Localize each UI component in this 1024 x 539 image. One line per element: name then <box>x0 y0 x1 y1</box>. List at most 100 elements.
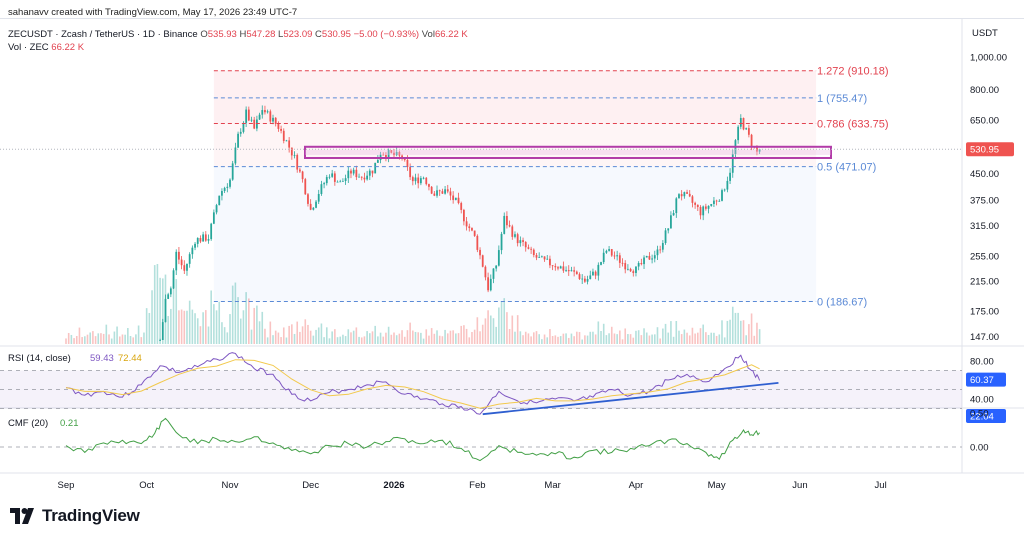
volume-bar <box>191 309 194 344</box>
candle-body <box>629 268 632 272</box>
volume-bar <box>213 304 215 344</box>
volume-bar <box>291 324 293 344</box>
volume-bar <box>508 328 511 344</box>
fib-label: 0.5 (471.07) <box>817 162 876 174</box>
chart-canvas[interactable]: 1.272 (910.18) 1 (755.47) 0.786 (633.75) 0.… <box>0 0 1024 500</box>
volume-bar <box>436 330 438 344</box>
candle-body <box>618 255 621 263</box>
volume-bar <box>737 312 739 344</box>
volume-bar <box>304 319 307 344</box>
volume-bar <box>70 334 73 344</box>
volume-bar <box>92 331 94 344</box>
volume-bar <box>473 329 476 344</box>
candle-body <box>245 109 248 123</box>
volume-bar <box>546 337 549 344</box>
candle-body <box>422 177 425 179</box>
candle-body <box>438 190 441 192</box>
candle-body <box>605 250 608 253</box>
volume-bar <box>721 320 723 344</box>
volume-bar <box>280 337 282 344</box>
volume-bar <box>428 335 430 344</box>
volume-bar <box>584 335 586 344</box>
cmf-tick: 0.50 <box>970 409 989 420</box>
volume-bar <box>645 332 648 344</box>
volume-bar <box>619 330 621 344</box>
volume-bar <box>750 313 753 344</box>
candle-body <box>355 169 358 178</box>
volume-bar <box>285 337 288 344</box>
volume-bar <box>430 328 433 344</box>
volume-bar <box>315 329 317 344</box>
candle-body <box>199 238 202 242</box>
resistance-zone <box>304 145 832 159</box>
volume-bar <box>153 265 156 344</box>
candle-body <box>489 278 492 291</box>
volume-bar <box>686 332 688 344</box>
candle-body <box>414 177 417 182</box>
volume-bar <box>565 333 567 344</box>
candle-body <box>704 206 707 209</box>
volume-bar <box>403 336 406 344</box>
volume-bar <box>656 327 659 344</box>
candle-body <box>661 243 664 250</box>
candle-body <box>280 128 282 131</box>
candle-body <box>594 271 597 276</box>
candle-body <box>707 205 710 209</box>
volume-bar <box>336 337 339 344</box>
volume-bar <box>207 326 210 344</box>
cmf-line <box>65 417 760 462</box>
candle-body <box>411 177 414 182</box>
tradingview-logo[interactable]: TradingView <box>10 506 140 526</box>
volume-bar <box>632 337 635 344</box>
volume-bar <box>264 328 266 344</box>
volume-bar <box>266 337 269 344</box>
volume-bar <box>347 329 350 344</box>
candle-body <box>247 109 250 121</box>
volume-bar <box>503 298 506 344</box>
candle-body <box>191 247 194 255</box>
volume-bar <box>355 327 358 344</box>
low-label: L <box>278 29 284 40</box>
candle-body <box>616 255 619 257</box>
volume-bar <box>557 336 559 344</box>
candle-body <box>239 131 242 134</box>
candle-body <box>758 149 761 152</box>
candle-body <box>430 186 433 194</box>
volume-bar <box>175 279 178 344</box>
candle-body <box>269 111 272 122</box>
candle-body <box>196 238 199 244</box>
volume-bar <box>616 334 618 344</box>
volume-bar <box>734 312 737 344</box>
candle-body <box>495 265 498 269</box>
volume-bar <box>659 338 661 344</box>
candle-body <box>565 270 567 271</box>
volume-bar <box>516 315 519 344</box>
candle-body <box>573 270 576 272</box>
volume-bar <box>272 335 274 344</box>
fib-zone-upper <box>213 70 817 124</box>
volume-bar <box>570 333 573 344</box>
candle-body <box>648 255 651 260</box>
candle-body <box>686 192 688 194</box>
time-tick: Mar <box>544 480 560 491</box>
volume-bar <box>307 324 309 344</box>
candle-body <box>610 249 613 256</box>
volume-bar <box>629 334 632 344</box>
volume-bar <box>127 328 129 344</box>
candle-body <box>543 256 546 260</box>
volume-bar <box>452 330 454 344</box>
close-value: 530.95 <box>321 29 351 40</box>
candle-body <box>750 134 753 147</box>
candle-body <box>175 251 178 271</box>
candle-body <box>419 178 422 184</box>
candle-body <box>511 226 514 237</box>
volume-bar <box>740 320 742 344</box>
volume-bar <box>151 290 153 344</box>
low-value: 523.09 <box>283 29 313 40</box>
candles <box>159 105 761 341</box>
volume-bar <box>498 307 500 344</box>
volume-bar <box>102 333 105 344</box>
candle-body <box>282 130 285 141</box>
axes: USDT 1,000.00 800.00 650.00 530.95 450.00 375.… <box>58 28 1014 491</box>
volume-bar <box>463 325 465 344</box>
